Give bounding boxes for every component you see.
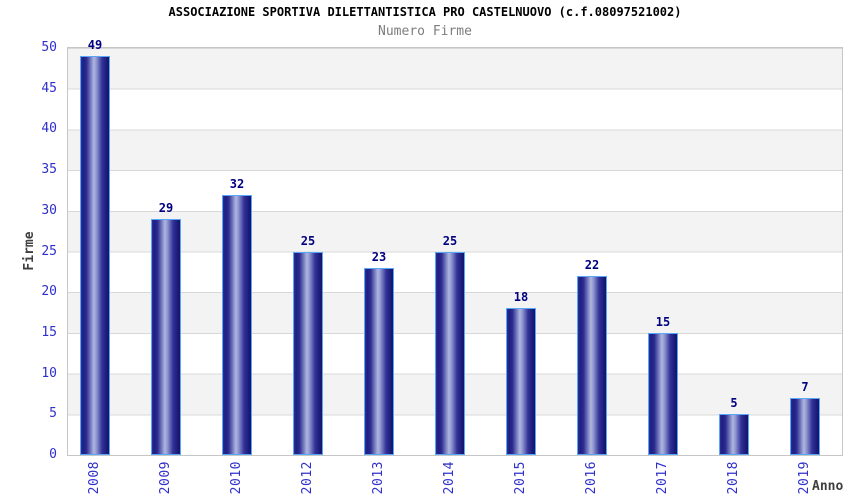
x-tick-2010: 2010 — [229, 461, 244, 495]
bar-2008 — [80, 56, 110, 455]
y-tick-0: 0 — [49, 447, 57, 462]
bar-value-label-2017: 15 — [655, 314, 671, 329]
x-tick-2014: 2014 — [442, 461, 457, 495]
x-tick-2016: 2016 — [584, 461, 599, 495]
bar-value-label-2010: 32 — [229, 176, 245, 191]
x-axis-title: Anno — [812, 479, 844, 494]
bars-layer: 49 29 32 25 23 25 18 22 15 5 7 — [68, 38, 842, 455]
bar-value-label-2018: 5 — [730, 396, 738, 411]
bar-value-label-2019: 7 — [801, 380, 809, 395]
y-tick-15: 15 — [41, 324, 57, 340]
x-tick-2018: 2018 — [726, 461, 741, 495]
y-tick-45: 45 — [41, 80, 57, 96]
y-tick-35: 35 — [41, 162, 57, 178]
y-tick-20: 20 — [41, 284, 57, 300]
y-tick-50: 50 — [41, 40, 57, 55]
bar-value-label-2013: 23 — [371, 249, 387, 264]
bar-2019 — [790, 398, 820, 455]
y-tick-40: 40 — [41, 121, 57, 137]
bar-value-label-2014: 25 — [442, 233, 458, 248]
plot-area: 49 29 32 25 23 25 18 22 15 5 7 — [67, 38, 843, 456]
x-tick-2017: 2017 — [655, 461, 670, 495]
bar-2013 — [364, 267, 394, 455]
bar-2010 — [222, 194, 252, 455]
x-tick-2019: 2019 — [797, 461, 812, 495]
x-tick-2009: 2009 — [158, 461, 173, 495]
x-tick-2015: 2015 — [513, 461, 528, 495]
bar-2016 — [577, 275, 607, 455]
bar-2014 — [435, 251, 465, 455]
chart-subtitle: Numero Firme — [378, 24, 472, 39]
x-tick-2013: 2013 — [371, 461, 386, 495]
y-tick-25: 25 — [41, 243, 57, 259]
bar-2009 — [151, 218, 181, 455]
bar-value-label-2012: 25 — [300, 233, 316, 248]
bar-2015 — [506, 308, 536, 455]
bar-value-label-2008: 49 — [87, 38, 103, 53]
y-tick-30: 30 — [41, 202, 57, 218]
bar-value-label-2009: 29 — [158, 200, 174, 215]
x-tick-2008: 2008 — [87, 461, 102, 495]
bar-2017 — [648, 332, 678, 455]
y-tick-10: 10 — [41, 365, 57, 381]
y-axis-tick-labels: 0 5 10 15 20 25 30 35 40 45 50 — [0, 41, 57, 462]
bar-2018 — [719, 414, 749, 455]
bar-value-label-2015: 18 — [513, 290, 529, 305]
y-tick-5: 5 — [49, 406, 57, 422]
chart-title: ASSOCIAZIONE SPORTIVA DILETTANTISTICA PR… — [168, 5, 682, 19]
x-axis-tick-labels: 2008 2009 2010 2012 2013 2014 2015 2016 2017 2018… — [68, 461, 842, 499]
bar-value-label-2016: 22 — [584, 257, 600, 272]
bar-2012 — [293, 251, 323, 455]
x-tick-2012: 2012 — [300, 461, 315, 495]
